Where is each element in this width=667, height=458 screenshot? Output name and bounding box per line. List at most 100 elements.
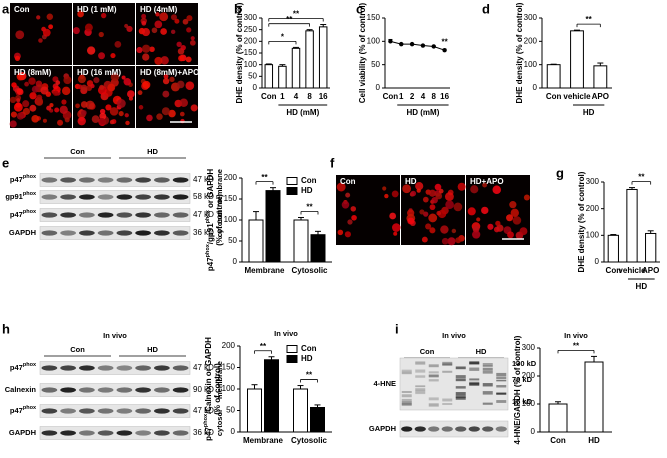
panel-label: e (2, 155, 9, 170)
cell (350, 206, 357, 212)
band (154, 212, 170, 218)
cell (99, 84, 105, 90)
bar (248, 219, 264, 263)
row-label: 4-HNE (373, 379, 396, 388)
cell (391, 190, 399, 198)
bar (584, 361, 604, 433)
x-tick-label: Con (261, 92, 277, 101)
tile-label: HD (4mM) (140, 5, 178, 14)
band (442, 361, 453, 364)
significance-label: ** (638, 173, 645, 182)
band (455, 392, 466, 396)
cell (123, 77, 132, 86)
cell (15, 30, 25, 40)
panel-label: a (2, 1, 10, 16)
fraction-label: cytosol (215, 211, 224, 237)
cell (126, 25, 133, 33)
cell (118, 111, 124, 117)
band (172, 230, 189, 236)
row-label: p47phox (10, 209, 37, 219)
band (60, 194, 76, 200)
marker-label: 130 kD (512, 359, 537, 368)
x-tick-label: Con (546, 92, 562, 101)
cell (61, 86, 71, 96)
y-tick-label: 250 (244, 25, 258, 34)
kd-label: 47 kD (193, 406, 214, 415)
significance-label: ** (306, 371, 313, 380)
cell (9, 96, 17, 104)
x-tick-label: 8 (432, 92, 437, 101)
band (97, 177, 114, 183)
cell (57, 119, 64, 126)
bar (265, 190, 281, 263)
group-label: HD (583, 108, 595, 117)
bar (310, 234, 326, 263)
cell (22, 107, 31, 115)
y-tick-label: 300 (244, 13, 258, 22)
cell (11, 82, 17, 88)
tile-label: HD (8mM)+APO (140, 68, 199, 77)
label-part: phox (23, 191, 37, 197)
cell (46, 13, 54, 20)
band (455, 396, 466, 400)
cell (125, 120, 130, 126)
y-axis-label: DHE density (% of control) (577, 171, 586, 272)
y-tick-label: 100 (224, 215, 238, 224)
cell (169, 76, 175, 83)
band (60, 408, 76, 414)
band (135, 430, 151, 436)
x-tick-label: Membrane (243, 436, 284, 445)
cell (481, 206, 489, 215)
cell (407, 217, 415, 225)
group-label: HD (147, 345, 158, 354)
row-label: p47phox (10, 405, 37, 415)
cell (423, 211, 429, 217)
cell (84, 23, 93, 32)
cell (163, 74, 169, 79)
label-part: p47 (206, 257, 215, 271)
point (388, 39, 393, 44)
label-part: 4-HNE (373, 379, 396, 388)
cell (506, 214, 514, 222)
blot-strip (39, 426, 191, 440)
band (482, 364, 493, 367)
label-part: GAPDH (9, 228, 36, 237)
legend-swatch (286, 355, 298, 363)
x-tick-label: 1 (280, 92, 285, 101)
cell (519, 227, 528, 236)
x-tick-label: 4 (421, 92, 426, 101)
significance-label: ** (573, 342, 580, 351)
bar (546, 64, 561, 89)
cell (61, 99, 67, 105)
group-label: HD (476, 347, 487, 356)
label-part: phox (23, 209, 37, 215)
band (482, 367, 493, 371)
y-tick-label: 0 (233, 257, 238, 266)
y-axis-label: p47phox/gp91phox or GAPDH (205, 169, 215, 272)
cell (431, 196, 438, 204)
cell (162, 90, 170, 98)
x-tick-label: Cytosolic (291, 266, 328, 275)
x-tick-label: Membrane (244, 266, 285, 275)
cell (141, 28, 151, 37)
bar (264, 64, 274, 89)
band (172, 408, 189, 414)
cell (46, 105, 52, 111)
cell (93, 77, 100, 84)
band (135, 387, 151, 393)
chart-title: In vivo (274, 329, 298, 338)
band (79, 212, 95, 218)
row-label: p47phox (10, 362, 37, 372)
cell (512, 216, 522, 225)
y-axis-label: (% of control) (213, 363, 222, 415)
cell (107, 83, 116, 92)
cell (174, 18, 180, 24)
blot-strip (39, 173, 191, 187)
band (79, 365, 95, 371)
cell (80, 84, 88, 92)
y-tick-label: 300 (586, 177, 600, 186)
cell (16, 72, 25, 81)
band (415, 361, 426, 365)
significance-label: ** (261, 173, 268, 182)
